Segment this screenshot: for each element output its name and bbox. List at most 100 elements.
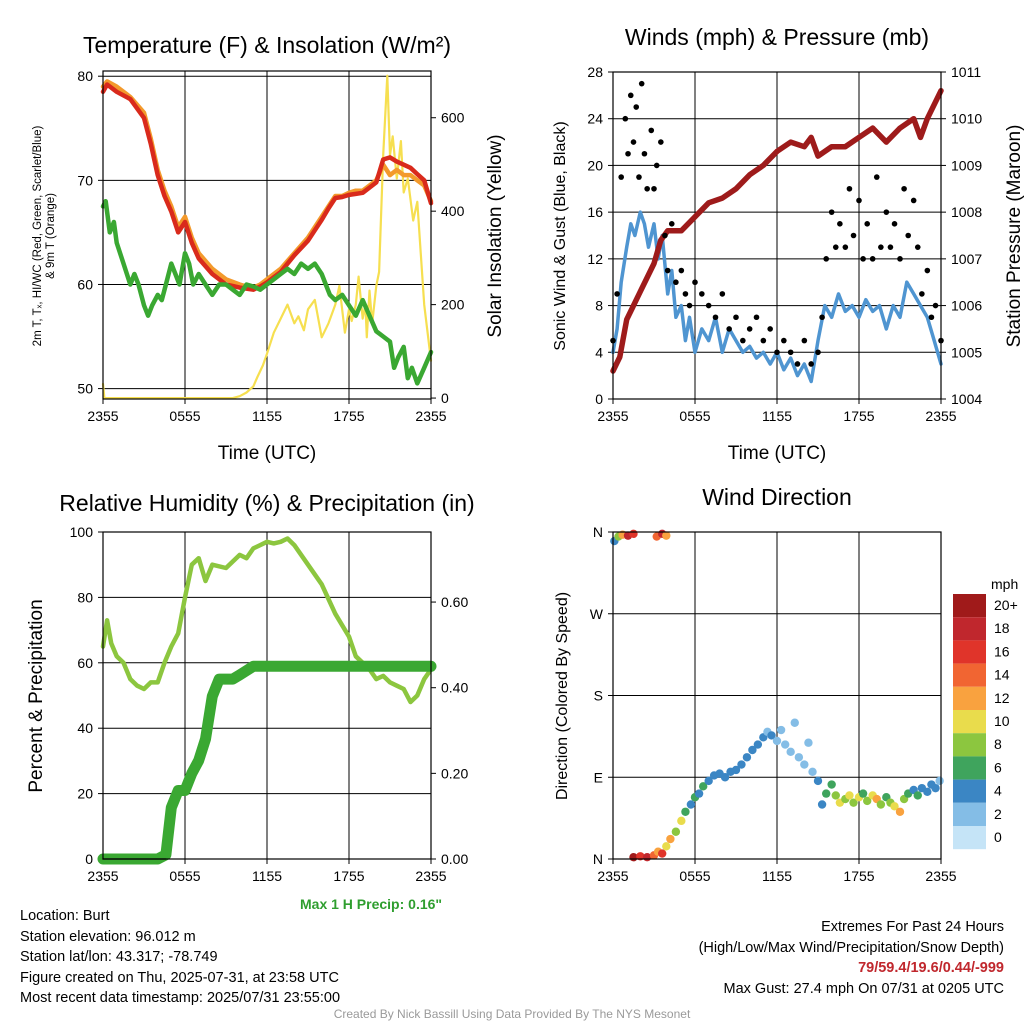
gust-point: [846, 185, 853, 192]
gust-point: [653, 162, 660, 169]
y-tick-label: 0: [85, 851, 93, 867]
gust-point: [746, 326, 753, 332]
gust-point: [883, 209, 890, 215]
x-tick-label: 0555: [679, 868, 710, 884]
extremes-title: Extremes For Past 24 Hours: [821, 919, 1004, 935]
gust-point: [787, 349, 794, 356]
direction-point: [858, 789, 868, 798]
y-tick-label: 70: [77, 172, 93, 188]
direction-point: [786, 747, 795, 757]
station-location: Location: Burt: [20, 908, 110, 924]
chart-title: Temperature (F) & Insolation (W/m²): [83, 32, 451, 58]
gust-point: [815, 349, 821, 356]
humidity-precipitation-panel: 2355 0555 1155 1755 23550204060801000.000.20…: [26, 490, 475, 884]
y-tick-label: 60: [77, 655, 93, 671]
legend-label: 10: [994, 713, 1010, 729]
x-tick-label: 0555: [169, 408, 200, 424]
chart-title: Wind Direction: [702, 484, 852, 510]
y-tick-label: 100: [70, 524, 94, 540]
y-tick-label: 50: [77, 381, 93, 397]
gust-point: [673, 279, 679, 286]
legend-swatch: [953, 779, 986, 803]
direction-point: [794, 753, 804, 762]
gust-point: [794, 361, 801, 367]
direction-point: [720, 773, 730, 782]
plot-border: [102, 70, 432, 400]
legend-swatch: [953, 710, 986, 734]
gust-point: [832, 244, 839, 250]
y2-axis-label: Solar Insolation (Yellow): [485, 134, 506, 337]
y2-tick-label: 1004: [951, 391, 982, 407]
direction-point: [804, 738, 813, 747]
legend-swatch: [953, 733, 986, 757]
gust-point: [774, 349, 780, 356]
y-tick-label: 60: [77, 276, 93, 292]
gust-point: [686, 302, 693, 309]
gust-point: [618, 174, 624, 180]
gust-point: [625, 150, 631, 157]
legend-swatch: [953, 686, 986, 710]
direction-point: [731, 765, 741, 775]
y-axis-label: Sonic Wind & Gust (Blue, Black): [552, 121, 569, 350]
y-tick-label: N: [593, 851, 603, 867]
extremes-values: 79/59.4/19.6/0.44/-999: [858, 960, 1004, 976]
gust-point: [860, 256, 866, 262]
direction-point: [913, 791, 922, 800]
x-tick-label: 1755: [843, 868, 874, 884]
gust-point: [648, 127, 655, 134]
y-tick-label: 8: [595, 298, 603, 314]
gust-point: [878, 244, 884, 250]
gust-point: [699, 291, 705, 297]
x-tick-label: 2355: [597, 408, 628, 424]
y2-tick-label: 1008: [951, 204, 982, 220]
y-tick-label: 28: [587, 64, 603, 80]
legend-label: 18: [994, 620, 1010, 636]
direction-point: [813, 776, 823, 786]
y2-tick-label: 1011: [951, 64, 981, 80]
gust-point: [622, 115, 629, 122]
direction-point: [658, 849, 667, 858]
x-tick-label: 1755: [333, 868, 364, 884]
direction-point: [666, 834, 675, 844]
direction-point: [772, 736, 782, 746]
direction-point: [831, 791, 840, 800]
y2-tick-label: 0.00: [441, 851, 468, 867]
x-tick-label: 2355: [925, 868, 956, 884]
gust-point: [636, 174, 642, 180]
legend-label: 4: [994, 783, 1002, 799]
chart-title: Relative Humidity (%) & Precipitation (i…: [59, 490, 474, 516]
y-tick-label: 4: [595, 344, 603, 360]
y-tick-label: 80: [77, 589, 93, 605]
y-axis-label: Direction (Colored By Speed): [554, 592, 571, 800]
x-tick-label: 2355: [597, 868, 628, 884]
direction-point: [704, 776, 713, 786]
y2-tick-label: 1007: [951, 251, 982, 267]
direction-point: [931, 783, 940, 793]
y-axis-label: Percent & Precipitation: [26, 599, 47, 792]
gust-point: [682, 291, 689, 297]
direction-point: [808, 767, 817, 776]
direction-point: [895, 807, 905, 816]
gust-point: [828, 209, 835, 215]
gust-point: [891, 221, 898, 227]
x-tick-label: 0555: [679, 408, 710, 424]
series-line-heat_index: [100, 198, 434, 386]
series-line-solar: [101, 74, 433, 400]
legend-label: 20+: [994, 597, 1018, 613]
gust-point: [837, 221, 843, 227]
direction-point: [748, 745, 757, 755]
legend-label: 14: [994, 667, 1010, 683]
winds-pressure-panel: 2355 0555 1155 1755 235504812162024281004100…: [552, 24, 1024, 464]
x-tick-label: 1755: [333, 408, 364, 424]
series-line-rh: [100, 536, 434, 705]
direction-point: [923, 787, 932, 796]
gust-point: [808, 361, 814, 367]
wind-speed-legend: mph 20+ 18 16 14 12 10 8 6 4 2 0: [953, 576, 1018, 850]
direction-point: [800, 760, 809, 769]
gust-point: [712, 314, 719, 321]
gust-point: [651, 185, 657, 192]
direction-point: [636, 852, 645, 861]
gust-point: [664, 267, 671, 274]
